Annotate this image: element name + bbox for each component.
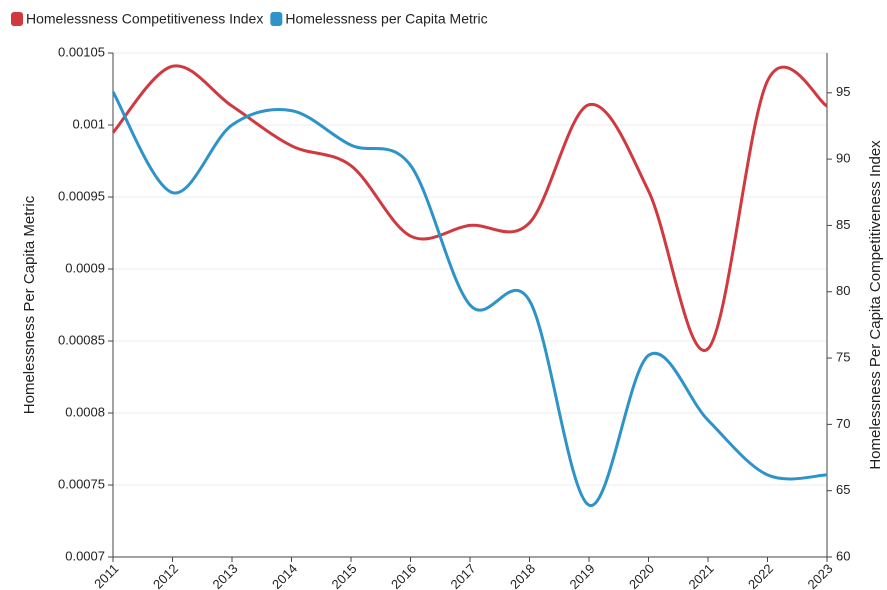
x-tick-label: 2022: [745, 561, 776, 590]
y-tick-label: 0.00105: [58, 44, 105, 59]
y2-tick-label: 80: [836, 283, 850, 298]
y2-tick-label: 90: [836, 151, 850, 166]
x-tick-label: 2020: [626, 561, 657, 590]
y-tick-label: 0.00085: [58, 332, 105, 347]
y2-tick-label: 60: [836, 548, 850, 563]
legend-label: Homelessness per Capita Metric: [285, 11, 487, 27]
x-tick-label: 2011: [91, 561, 121, 590]
y-axis-title: Homelessness Per Capita Metric: [21, 195, 38, 414]
line: [111, 91, 828, 507]
y-tick-label: 0.0007: [65, 548, 105, 563]
y2-tick-label: 85: [836, 217, 850, 232]
y-tick-label: 0.00075: [58, 476, 105, 491]
legend-swatch: [270, 12, 283, 26]
y-tick-label: 0.0008: [65, 404, 105, 419]
y-tick-label: 0.001: [72, 116, 105, 131]
x-tick-label: 2016: [388, 561, 419, 590]
y-tick-label: 0.0009: [65, 260, 105, 275]
line: [111, 64, 828, 352]
y2-axis-title: Homelessness Per Capita Competitiveness …: [867, 140, 884, 470]
x-tick-label: 2018: [507, 561, 538, 590]
x-tick-label: 2012: [150, 561, 181, 590]
y2-tick-label: 65: [836, 482, 850, 497]
y2-tick-label: 95: [836, 84, 850, 99]
legend-label: Homelessness Competitiveness Index: [26, 11, 263, 27]
x-tick-label: 2023: [804, 561, 835, 590]
legend-swatch: [11, 12, 23, 26]
x-tick-label: 2015: [328, 561, 359, 590]
x-tick-label: 2014: [269, 561, 300, 590]
y2-tick-label: 75: [836, 349, 850, 364]
x-tick-label: 2017: [447, 561, 478, 590]
x-tick-label: 2021: [685, 561, 716, 590]
x-tick-label: 2013: [209, 561, 240, 590]
y-tick-label: 0.00095: [58, 188, 105, 203]
y2-tick-label: 70: [836, 416, 850, 431]
x-tick-label: 2019: [566, 561, 597, 590]
